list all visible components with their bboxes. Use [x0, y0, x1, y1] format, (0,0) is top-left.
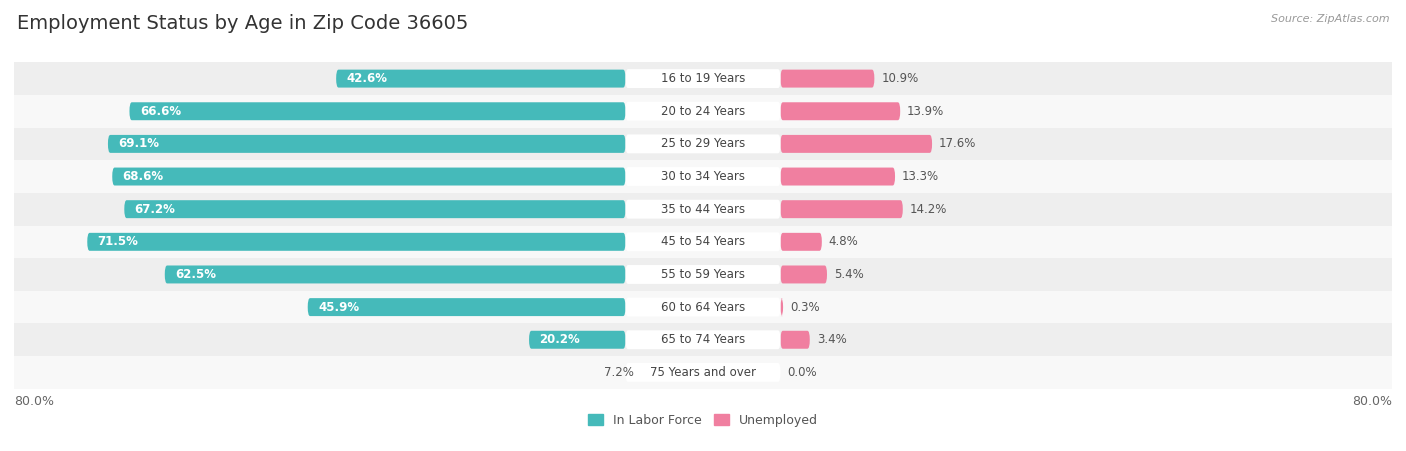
FancyBboxPatch shape	[626, 200, 780, 219]
FancyBboxPatch shape	[780, 168, 896, 185]
FancyBboxPatch shape	[780, 298, 783, 316]
Text: 16 to 19 Years: 16 to 19 Years	[661, 72, 745, 85]
Bar	[14, 95, 1392, 128]
Text: 20.2%: 20.2%	[540, 333, 581, 346]
FancyBboxPatch shape	[336, 69, 626, 87]
Text: 3.4%: 3.4%	[817, 333, 846, 346]
Text: 69.1%: 69.1%	[118, 138, 159, 150]
Text: 7.2%: 7.2%	[605, 366, 634, 379]
Text: 13.9%: 13.9%	[907, 105, 945, 118]
Text: 71.5%: 71.5%	[97, 235, 138, 249]
Text: 66.6%: 66.6%	[139, 105, 181, 118]
FancyBboxPatch shape	[780, 135, 932, 153]
FancyBboxPatch shape	[780, 233, 823, 251]
FancyBboxPatch shape	[626, 232, 780, 251]
Text: 5.4%: 5.4%	[834, 268, 863, 281]
Bar	[14, 323, 1392, 356]
FancyBboxPatch shape	[626, 69, 780, 88]
Bar	[14, 128, 1392, 160]
Bar	[14, 258, 1392, 291]
FancyBboxPatch shape	[626, 167, 780, 186]
Text: 4.8%: 4.8%	[828, 235, 859, 249]
Text: 25 to 29 Years: 25 to 29 Years	[661, 138, 745, 150]
FancyBboxPatch shape	[626, 298, 780, 317]
Bar	[14, 291, 1392, 323]
Bar	[14, 160, 1392, 193]
FancyBboxPatch shape	[165, 266, 626, 283]
FancyBboxPatch shape	[780, 102, 900, 120]
Text: 35 to 44 Years: 35 to 44 Years	[661, 202, 745, 216]
Text: 0.0%: 0.0%	[787, 366, 817, 379]
FancyBboxPatch shape	[124, 200, 626, 218]
Text: 67.2%: 67.2%	[135, 202, 176, 216]
FancyBboxPatch shape	[780, 331, 810, 349]
FancyBboxPatch shape	[626, 265, 780, 284]
Bar	[14, 356, 1392, 389]
Text: 20 to 24 Years: 20 to 24 Years	[661, 105, 745, 118]
FancyBboxPatch shape	[529, 331, 626, 349]
Text: 10.9%: 10.9%	[882, 72, 918, 85]
FancyBboxPatch shape	[308, 298, 626, 316]
FancyBboxPatch shape	[108, 135, 626, 153]
Legend: In Labor Force, Unemployed: In Labor Force, Unemployed	[583, 409, 823, 432]
Text: 75 Years and over: 75 Years and over	[650, 366, 756, 379]
Text: 17.6%: 17.6%	[939, 138, 976, 150]
Text: 55 to 59 Years: 55 to 59 Years	[661, 268, 745, 281]
Text: 60 to 64 Years: 60 to 64 Years	[661, 301, 745, 313]
FancyBboxPatch shape	[129, 102, 626, 120]
Bar	[14, 193, 1392, 226]
FancyBboxPatch shape	[87, 233, 626, 251]
FancyBboxPatch shape	[780, 69, 875, 87]
FancyBboxPatch shape	[112, 168, 626, 185]
Text: 65 to 74 Years: 65 to 74 Years	[661, 333, 745, 346]
FancyBboxPatch shape	[780, 200, 903, 218]
Text: 80.0%: 80.0%	[14, 395, 53, 408]
Text: Source: ZipAtlas.com: Source: ZipAtlas.com	[1271, 14, 1389, 23]
Text: 0.3%: 0.3%	[790, 301, 820, 313]
FancyBboxPatch shape	[626, 363, 780, 382]
Text: 42.6%: 42.6%	[346, 72, 388, 85]
Text: 68.6%: 68.6%	[122, 170, 163, 183]
Bar	[14, 62, 1392, 95]
Text: 80.0%: 80.0%	[1353, 395, 1392, 408]
Text: Employment Status by Age in Zip Code 36605: Employment Status by Age in Zip Code 366…	[17, 14, 468, 32]
Text: 62.5%: 62.5%	[176, 268, 217, 281]
Text: 45 to 54 Years: 45 to 54 Years	[661, 235, 745, 249]
Text: 45.9%: 45.9%	[318, 301, 359, 313]
FancyBboxPatch shape	[780, 266, 827, 283]
Bar	[14, 226, 1392, 258]
FancyBboxPatch shape	[626, 102, 780, 121]
FancyBboxPatch shape	[626, 330, 780, 349]
Text: 14.2%: 14.2%	[910, 202, 948, 216]
FancyBboxPatch shape	[626, 134, 780, 153]
Text: 13.3%: 13.3%	[901, 170, 939, 183]
Text: 30 to 34 Years: 30 to 34 Years	[661, 170, 745, 183]
